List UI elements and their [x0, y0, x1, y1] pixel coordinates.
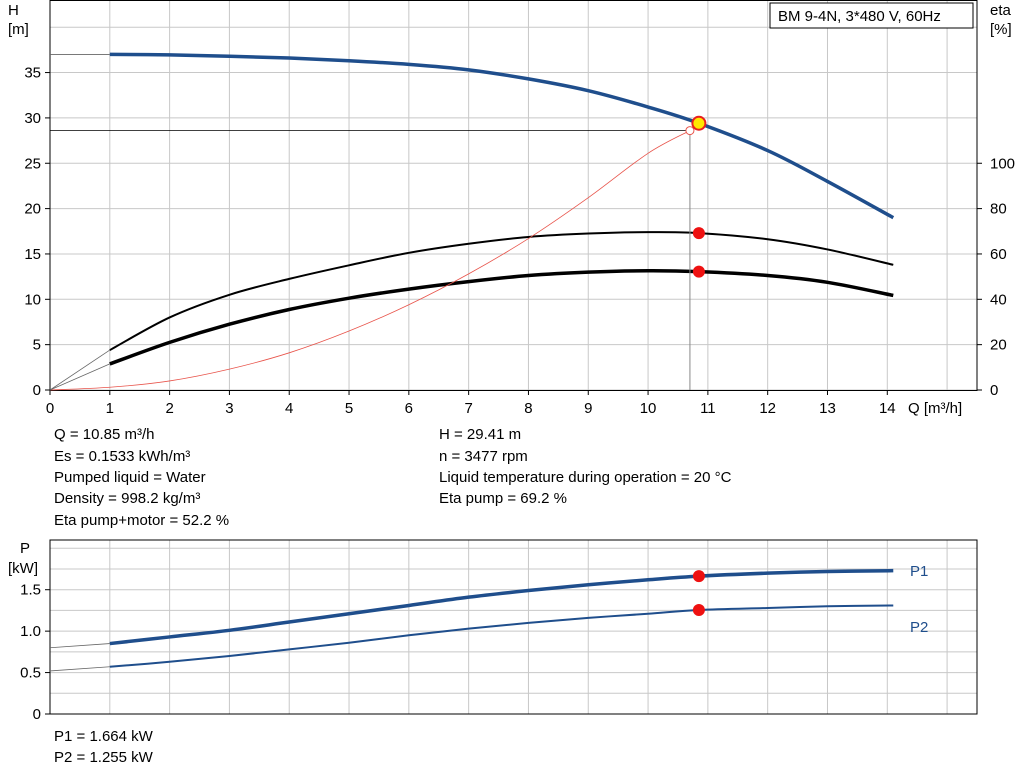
h-curve — [109, 52, 895, 220]
chart-title: BM 9-4N, 3*480 V, 60Hz — [778, 8, 941, 25]
x-tick-label: 2 — [165, 400, 173, 417]
chart-title-box — [769, 2, 974, 29]
h-tick-label: 0 — [33, 382, 41, 399]
eta-tick-label: 60 — [990, 246, 1007, 263]
x-tick-label: 12 — [759, 400, 776, 417]
p-tick-label: 0.5 — [20, 665, 41, 682]
info-q: Q = 10.85 m³/h — [54, 426, 154, 443]
duty-point-h-marker — [691, 115, 707, 131]
system-curve — [49, 130, 691, 391]
info-liquid-temp: Liquid temperature during operation = 20… — [439, 469, 732, 486]
eta-axis-ticks: 0 20 40 60 80 100 — [977, 155, 1015, 399]
info-p2: P2 = 1.255 kW — [54, 749, 154, 766]
x-tick-label: 7 — [464, 400, 472, 417]
h-axis-ticks: 0 5 10 15 20 25 30 35 — [24, 65, 50, 399]
q-axis-label: Q [m³/h] — [908, 400, 962, 417]
h-tick-label: 20 — [24, 201, 41, 218]
p-axis-unit: [kW] — [8, 560, 38, 577]
p2-curve — [109, 604, 894, 668]
top-chart-grid — [49, 0, 977, 391]
eta-axis-label: eta — [990, 2, 1012, 19]
p-axis-ticks: 0 0.5 1.0 1.5 — [20, 582, 50, 723]
info-eta-pump-motor: Eta pump+motor = 52.2 % — [54, 512, 229, 529]
top-chart-series — [49, 52, 895, 391]
p1-series-label: P1 — [910, 563, 928, 580]
h-axis-label: H — [8, 2, 19, 19]
eta-tick-label: 100 — [990, 155, 1015, 172]
p-axis-label: P — [20, 540, 30, 557]
eta-curve-extension — [49, 363, 110, 391]
h-tick-label: 10 — [24, 291, 41, 308]
duty-point-eta-pump-marker — [692, 227, 705, 240]
eta-axis-unit: [%] — [990, 21, 1012, 38]
h-tick-label: 25 — [24, 155, 41, 172]
eta-tick-label: 80 — [990, 201, 1007, 218]
x-tick-label: 3 — [225, 400, 233, 417]
x-tick-label: 10 — [640, 400, 657, 417]
h-tick-label: 30 — [24, 110, 41, 127]
x-tick-label: 9 — [584, 400, 592, 417]
duty-point-markers — [691, 115, 707, 617]
duty-point-p1-marker — [692, 570, 705, 583]
p1-curve — [109, 568, 894, 646]
x-tick-label: 13 — [819, 400, 836, 417]
power-info: P1 = 1.664 kW P2 = 1.255 kW — [54, 728, 154, 766]
h-tick-label: 15 — [24, 246, 41, 263]
p2-series-label: P2 — [910, 619, 928, 636]
bottom-chart-frame — [49, 539, 978, 715]
x-tick-label: 4 — [285, 400, 293, 417]
info-density: Density = 998.2 kg/m³ — [54, 490, 200, 507]
h-axis-unit: [m] — [8, 21, 29, 38]
info-n: n = 3477 rpm — [439, 448, 528, 465]
x-tick-label: 0 — [46, 400, 54, 417]
p1-curve-extension — [49, 643, 110, 649]
info-pumped-liquid: Pumped liquid = Water — [54, 469, 206, 486]
h-tick-label: 5 — [33, 337, 41, 354]
eta-curve-extension — [49, 349, 111, 391]
duty-point-p2-marker — [692, 604, 705, 617]
eta-tick-label: 20 — [990, 337, 1007, 354]
bottom-chart-series — [49, 568, 894, 672]
info-eta-pump: Eta pump = 69.2 % — [439, 490, 567, 507]
eta-tick-label: 0 — [990, 382, 998, 399]
p-tick-label: 0 — [33, 706, 41, 723]
info-left: Q = 10.85 m³/h Es = 0.1533 kWh/m³ Pumped… — [54, 426, 229, 529]
top-chart-frame — [49, 0, 978, 391]
x-tick-label: 14 — [879, 400, 896, 417]
eta-pump-motor-curve — [109, 268, 894, 366]
p2-curve-extension — [49, 666, 110, 672]
bottom-chart-grid — [49, 540, 977, 715]
x-tick-label: 11 — [700, 400, 716, 417]
eta-pump-curve — [109, 231, 894, 351]
x-tick-label: 8 — [524, 400, 532, 417]
x-tick-label: 1 — [106, 400, 114, 417]
duty-point-eta-pump-motor-marker — [692, 265, 705, 278]
info-es: Es = 0.1533 kWh/m³ — [54, 448, 190, 465]
x-tick-label: 5 — [345, 400, 353, 417]
h-tick-label: 35 — [24, 65, 41, 82]
x-tick-label: 6 — [405, 400, 413, 417]
eta-tick-label: 40 — [990, 291, 1007, 308]
info-p1: P1 = 1.664 kW — [54, 728, 154, 745]
info-h: H = 29.41 m — [439, 426, 521, 443]
p-tick-label: 1.5 — [20, 582, 41, 599]
p-tick-label: 1.0 — [20, 623, 41, 640]
info-right: H = 29.41 m n = 3477 rpm Liquid temperat… — [439, 426, 732, 507]
x-axis-ticks: 0 1 2 3 4 5 6 7 8 9 10 11 12 13 14 — [46, 390, 896, 417]
system-curve-end-marker — [685, 126, 695, 136]
